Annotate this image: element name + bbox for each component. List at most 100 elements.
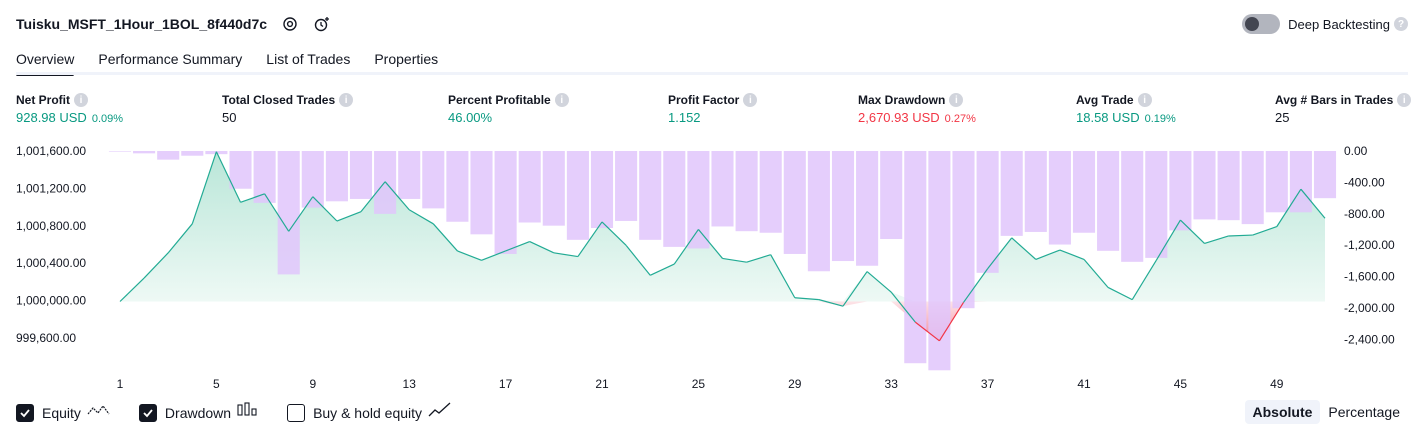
x-tick-label: 5 bbox=[213, 377, 220, 391]
deep-backtesting: Deep Backtesting ? bbox=[1242, 12, 1408, 36]
drawdown-bar bbox=[590, 151, 614, 229]
help-icon[interactable]: ? bbox=[1394, 17, 1408, 31]
drawdown-bar bbox=[759, 151, 782, 233]
tab-overview[interactable]: Overview bbox=[16, 44, 75, 76]
equity-line-icon bbox=[87, 402, 111, 423]
drawdown-bar bbox=[108, 151, 132, 152]
y-right-tick-label: -1,200.00 bbox=[1344, 238, 1395, 252]
drawdown-bar bbox=[277, 151, 300, 275]
equity-line-segment bbox=[264, 193, 290, 232]
tab-properties[interactable]: Properties bbox=[374, 51, 439, 67]
equity-line-segment bbox=[240, 193, 265, 203]
info-icon[interactable]: i bbox=[554, 93, 569, 107]
drawdown-bar bbox=[229, 151, 252, 189]
equity-line-segment bbox=[1228, 234, 1253, 237]
drawdown-bars-icon bbox=[237, 402, 259, 423]
equity-checkbox[interactable] bbox=[16, 403, 34, 422]
info-icon[interactable]: i bbox=[743, 93, 758, 107]
tab-list-of-trades[interactable]: List of Trades bbox=[266, 51, 351, 67]
x-tick-label: 29 bbox=[788, 377, 802, 391]
deep-backtesting-label: Deep Backtesting bbox=[1288, 16, 1390, 32]
scale-mode-switch: Absolute Percentage bbox=[1244, 400, 1409, 424]
drawdown-checkbox[interactable] bbox=[138, 403, 157, 422]
drawdown-bar bbox=[566, 151, 589, 240]
mode-absolute-button[interactable]: Absolute bbox=[1244, 400, 1321, 424]
equity-line-segment bbox=[577, 221, 603, 257]
x-tick-label: 41 bbox=[1077, 377, 1091, 391]
tab-bar: Overview Performance Summary List of Tra… bbox=[16, 44, 462, 76]
equity-line-segment bbox=[770, 254, 796, 299]
drawdown-bar bbox=[446, 151, 469, 222]
metric-value: 928.98 USD bbox=[16, 110, 87, 125]
metric-value: 50 bbox=[222, 110, 237, 125]
x-tick-label: 49 bbox=[1270, 377, 1284, 391]
info-icon[interactable]: i bbox=[339, 93, 354, 107]
equity-line-segment bbox=[505, 241, 530, 252]
info-icon[interactable]: i bbox=[1137, 93, 1152, 107]
drawdown-bar bbox=[1169, 151, 1192, 231]
equity-line-segment bbox=[963, 268, 989, 303]
y-left-tick-label: 1,000,400.00 bbox=[16, 256, 86, 270]
equity-line-segment bbox=[384, 181, 410, 211]
x-tick-label: 13 bbox=[403, 377, 417, 391]
legend-drawdown[interactable]: Drawdown bbox=[138, 402, 259, 423]
info-icon[interactable]: i bbox=[74, 93, 88, 107]
metric-label: Profit Factor bbox=[668, 93, 740, 107]
drawdown-bar bbox=[807, 151, 830, 272]
drawdown-bar bbox=[325, 151, 348, 202]
drawdown-bar bbox=[542, 151, 565, 226]
info-icon[interactable]: i bbox=[949, 93, 964, 107]
y-left-tick-label: 999,600.00 bbox=[16, 331, 76, 345]
equity-line-segment bbox=[1179, 219, 1205, 244]
drawdown-bar bbox=[1217, 151, 1240, 221]
equity-line-segment bbox=[119, 277, 145, 302]
y-right-tick-label: 0.00 bbox=[1344, 144, 1368, 158]
x-tick-label: 1 bbox=[117, 377, 124, 391]
equity-line-segment bbox=[288, 196, 314, 232]
x-tick-label: 37 bbox=[981, 377, 995, 391]
strategy-name: Tuisku_MSFT_1Hour_1BOL_8f440d7c bbox=[16, 16, 268, 32]
equity-line-segment bbox=[818, 299, 844, 307]
equity-line-segment bbox=[1059, 249, 1085, 260]
metric-profit-factor: Profit Factor i 1.152 bbox=[668, 93, 758, 125]
metric-label: Total Closed Trades bbox=[222, 93, 336, 107]
tab-divider bbox=[16, 72, 1408, 75]
equity-line-segment bbox=[529, 241, 555, 254]
deep-backtesting-toggle[interactable] bbox=[1242, 14, 1281, 34]
legend-buy-hold[interactable]: Buy & hold equity bbox=[287, 402, 452, 423]
equity-line-segment bbox=[457, 250, 482, 261]
add-alert-icon[interactable] bbox=[313, 15, 331, 33]
metric-label: Avg Trade bbox=[1076, 93, 1134, 107]
x-tick-label: 45 bbox=[1174, 377, 1188, 391]
drawdown-bar bbox=[1000, 151, 1023, 236]
legend-label: Equity bbox=[42, 404, 81, 421]
info-icon[interactable]: i bbox=[1397, 93, 1412, 107]
equity-line-segment bbox=[601, 221, 627, 246]
settings-icon[interactable] bbox=[281, 15, 299, 33]
metric-label: Percent Profitable bbox=[448, 93, 551, 107]
drawdown-bar bbox=[470, 151, 493, 235]
buy-hold-checkbox[interactable] bbox=[287, 403, 306, 422]
x-tick-label: 17 bbox=[499, 377, 513, 391]
equity-line-segment bbox=[1035, 249, 1061, 260]
drawdown-bar bbox=[398, 151, 421, 199]
drawdown-bar bbox=[663, 151, 686, 247]
tab-performance-summary[interactable]: Performance Summary bbox=[98, 51, 243, 67]
equity-line-segment bbox=[1276, 188, 1302, 227]
drawdown-bar bbox=[783, 151, 806, 254]
legend-equity[interactable]: Equity bbox=[16, 402, 111, 423]
metric-avg-bars-in-trades: Avg # Bars in Trades i 25 bbox=[1275, 93, 1412, 125]
metric-value: 18.58 USD bbox=[1076, 110, 1140, 125]
y-left-tick-label: 1,000,000.00 bbox=[16, 294, 86, 308]
metric-percent-profitable: Percent Profitable i 46.00% bbox=[448, 93, 569, 125]
drawdown-bar bbox=[133, 151, 156, 154]
equity-line-segment bbox=[746, 254, 771, 263]
y-right-tick-label: -800.00 bbox=[1344, 207, 1385, 221]
mode-percentage-button[interactable]: Percentage bbox=[1328, 404, 1400, 420]
drawdown-bar bbox=[1241, 151, 1264, 225]
equity-chart: 1,001,600.00 1,001,200.00 1,000,800.00 1,00… bbox=[16, 144, 1395, 391]
drawdown-bar bbox=[349, 151, 373, 199]
equity-line-segment bbox=[481, 250, 506, 261]
drawdown-bar bbox=[518, 151, 541, 223]
legend-label: Buy & hold equity bbox=[313, 404, 423, 421]
